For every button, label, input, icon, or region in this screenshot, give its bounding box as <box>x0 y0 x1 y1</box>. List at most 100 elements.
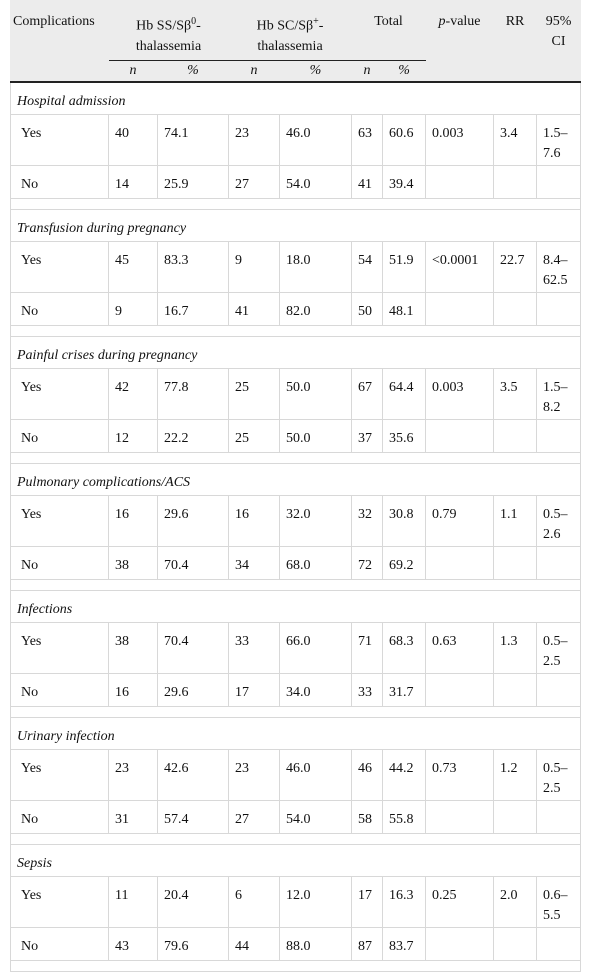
spacer-cell <box>9 452 582 464</box>
cell: 3.4 <box>493 114 538 166</box>
cell: 42.6 <box>157 749 229 801</box>
header-row: Complications Hb SS/Sβ0-thalassemia Hb S… <box>10 0 582 83</box>
cell: 46.0 <box>278 114 353 166</box>
cell: 9 <box>108 292 158 326</box>
cell: 70.4 <box>157 546 229 580</box>
header-cell: RR <box>493 0 538 83</box>
cell: 31.7 <box>382 673 427 707</box>
cell: 0.5–2.5 <box>536 749 582 801</box>
cell: 46.0 <box>278 749 353 801</box>
table-body: Hospital admission Yes 40 74.1 23 46.0 63 60.6 0… <box>9 81 582 972</box>
section-title: Pulmonary complications/ACS <box>9 463 582 496</box>
empty-cell <box>425 800 495 834</box>
data-row: Yes 11 20.4 6 12.0 17 16.3 0.25 2.0 0.6–5.5 <box>10 876 582 928</box>
row-label: No <box>10 673 109 707</box>
cell: 60.6 <box>382 114 427 166</box>
cell: 31 <box>108 800 158 834</box>
cell: 17 <box>351 876 384 928</box>
header-cell: p-value <box>425 0 495 83</box>
section-title: Transfusion during pregnancy <box>9 209 582 242</box>
section-row: Transfusion during pregnancy <box>9 209 582 242</box>
cell: 16 <box>108 495 158 547</box>
cell: 3.5 <box>493 368 538 420</box>
cell: 25 <box>228 368 280 420</box>
cell: 67 <box>351 368 384 420</box>
spacer-cell <box>9 960 582 972</box>
data-row: Yes 38 70.4 33 66.0 71 68.3 0.63 1.3 0.5–2.5 <box>10 622 582 674</box>
empty-cell <box>536 419 582 453</box>
cell: 0.5–2.5 <box>536 622 582 674</box>
cell: 44.2 <box>382 749 427 801</box>
cell: 17 <box>228 673 280 707</box>
header-text: -value <box>445 14 481 29</box>
page: Complications Hb SS/Sβ0-thalassemia Hb S… <box>9 0 582 972</box>
empty-cell <box>536 927 582 961</box>
cell: 18.0 <box>278 241 353 293</box>
cell: 63 <box>351 114 384 166</box>
cell: 23 <box>228 749 280 801</box>
empty-cell <box>493 800 538 834</box>
table-header: Complications Hb SS/Sβ0-thalassemia Hb S… <box>10 0 582 83</box>
header-cell: Hb SS/Sβ0-thalassemia <box>108 0 229 61</box>
cell: 35.6 <box>382 419 427 453</box>
header-text: Hb SS/Sβ <box>136 18 192 34</box>
cell: 68.0 <box>278 546 353 580</box>
subheader-cell: n <box>108 60 158 83</box>
empty-cell <box>536 546 582 580</box>
cell: 41 <box>351 165 384 199</box>
row-label: Yes <box>10 114 109 166</box>
empty-cell <box>425 546 495 580</box>
spacer-row <box>9 579 582 591</box>
cell: 37 <box>351 419 384 453</box>
subheader-cell: n <box>351 60 384 83</box>
cell: 83.7 <box>382 927 427 961</box>
cell: 38 <box>108 622 158 674</box>
cell: 51.9 <box>382 241 427 293</box>
row-label: Yes <box>10 241 109 293</box>
cell: 25.9 <box>157 165 229 199</box>
cell: 57.4 <box>157 800 229 834</box>
spacer-row <box>9 452 582 464</box>
section-row: Painful crises during pregnancy <box>9 336 582 369</box>
row-label: Yes <box>10 749 109 801</box>
header-text: p <box>438 14 446 29</box>
row-label: No <box>10 292 109 326</box>
cell: 82.0 <box>278 292 353 326</box>
cell: 23 <box>228 114 280 166</box>
header-cell: Total <box>351 0 427 61</box>
data-row: No 43 79.6 44 88.0 87 83.7 <box>10 927 582 961</box>
spacer-cell <box>9 198 582 210</box>
section-title: Painful crises during pregnancy <box>9 336 582 369</box>
empty-cell <box>536 292 582 326</box>
subheader-cell: % <box>278 60 353 83</box>
cell: 1.2 <box>493 749 538 801</box>
cell: 27 <box>228 165 280 199</box>
cell: 68.3 <box>382 622 427 674</box>
empty-cell <box>425 292 495 326</box>
cell: 50.0 <box>278 368 353 420</box>
row-label: No <box>10 546 109 580</box>
data-row: Yes 16 29.6 16 32.0 32 30.8 0.79 1.1 0.5–2.6 <box>10 495 582 547</box>
cell: 16.3 <box>382 876 427 928</box>
cell: 0.003 <box>425 368 495 420</box>
row-label: Yes <box>10 876 109 928</box>
cell: 87 <box>351 927 384 961</box>
header-sup: + <box>313 16 319 27</box>
row-label: No <box>10 419 109 453</box>
data-row: Yes 42 77.8 25 50.0 67 64.4 0.003 3.5 1.5–8.2 <box>10 368 582 420</box>
row-label: No <box>10 165 109 199</box>
section-title: Sepsis <box>9 844 582 877</box>
spacer-row <box>9 198 582 210</box>
data-row: No 12 22.2 25 50.0 37 35.6 <box>10 419 582 453</box>
section-title: Urinary infection <box>9 717 582 750</box>
cell: 74.1 <box>157 114 229 166</box>
cell: 54 <box>351 241 384 293</box>
cell: 41 <box>228 292 280 326</box>
cell: 43 <box>108 927 158 961</box>
cell: 79.6 <box>157 927 229 961</box>
cell: 29.6 <box>157 673 229 707</box>
subheader-row: n% n% n% <box>11 60 581 83</box>
cell: 58 <box>351 800 384 834</box>
subheader-cell: n <box>228 60 280 83</box>
cell: 2.0 <box>493 876 538 928</box>
